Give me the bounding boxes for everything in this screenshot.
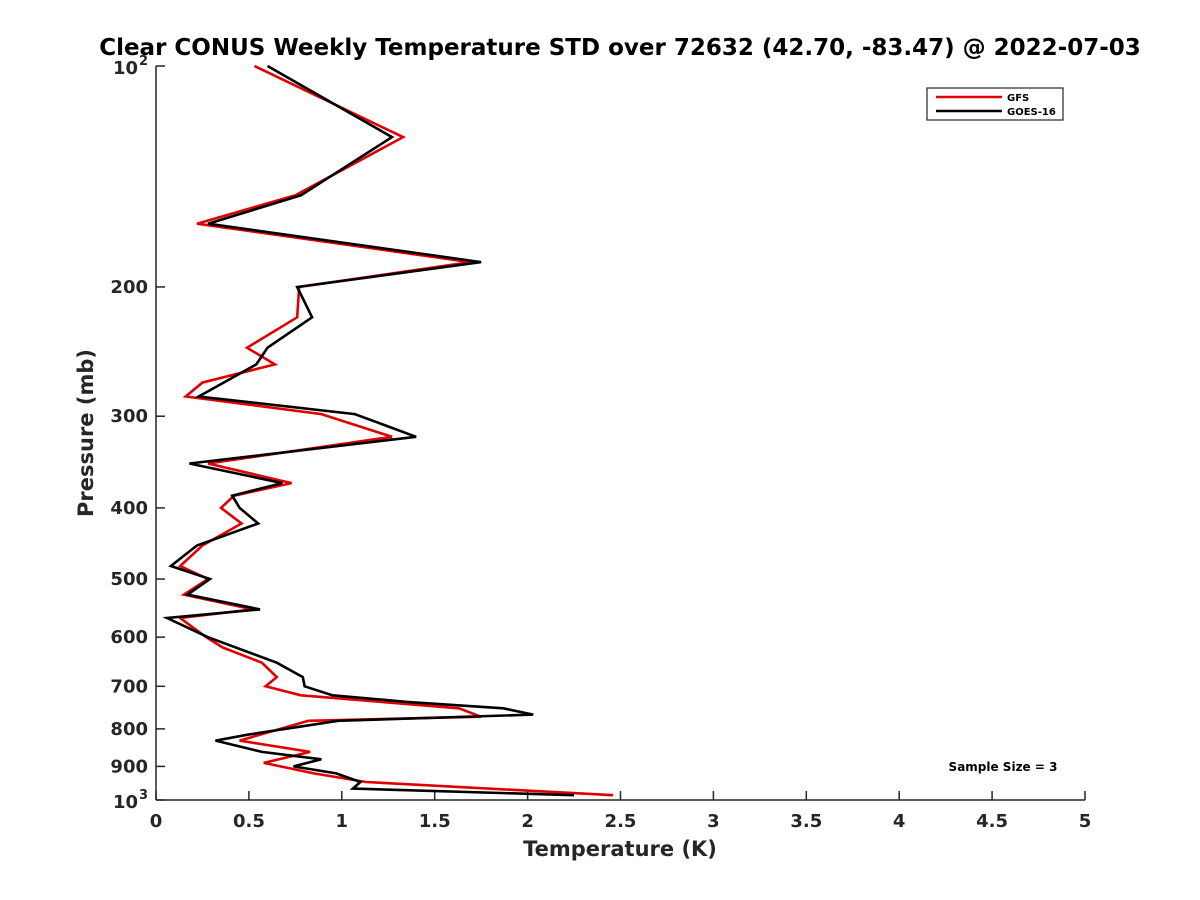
y-tick-exponent: 2 — [139, 54, 148, 69]
data-series — [162, 64, 614, 797]
plot-area — [155, 66, 1085, 801]
y-tick-label: 200 — [110, 277, 148, 298]
y-tick-label: 10 — [113, 58, 138, 79]
legend-label-gfs: GFS — [1007, 93, 1029, 104]
y-tick-label: 10 — [113, 792, 138, 813]
y-tick-base: 10 — [113, 792, 138, 813]
x-axis-label: Temperature (K) — [523, 837, 717, 861]
x-tick-label: 0.5 — [233, 811, 265, 832]
y-axis-label: Pressure (mb) — [74, 349, 98, 517]
y-tick-label: 300 — [110, 406, 148, 427]
y-tick-label: 900 — [110, 756, 148, 777]
x-tick-label: 4.5 — [976, 811, 1008, 832]
x-tick-label: 5 — [1079, 811, 1092, 832]
x-tick-label: 3.5 — [790, 811, 822, 832]
x-tick-label: 2 — [521, 811, 534, 832]
x-tick-label: 4 — [893, 811, 906, 832]
sample-size-annotation: Sample Size = 3 — [949, 760, 1058, 774]
legend: GFS GOES-16 — [926, 87, 1064, 121]
y-tick-label: 600 — [110, 627, 148, 648]
y-tick-base: 10 — [113, 58, 138, 79]
x-tick-label: 2.5 — [605, 811, 637, 832]
x-tick-label: 3 — [707, 811, 720, 832]
x-tick-label: 1.5 — [419, 811, 451, 832]
y-tick-label: 800 — [110, 719, 148, 740]
legend-label-goes16: GOES-16 — [1007, 107, 1056, 118]
legend-box — [926, 87, 1064, 121]
y-tick-exponent: 3 — [139, 788, 148, 803]
y-tick-label: 700 — [110, 676, 148, 697]
y-tick-label: 400 — [110, 498, 148, 519]
series-line-goes16 — [162, 64, 575, 797]
x-axis-ticks: 0 0.5 1 1.5 2 2.5 3 3.5 4 4.5 5 — [150, 791, 1092, 832]
y-tick-label: 500 — [110, 569, 148, 590]
chart-title: Clear CONUS Weekly Temperature STD over … — [99, 35, 1141, 61]
x-tick-label: 0 — [150, 811, 163, 832]
x-tick-label: 1 — [336, 811, 349, 832]
